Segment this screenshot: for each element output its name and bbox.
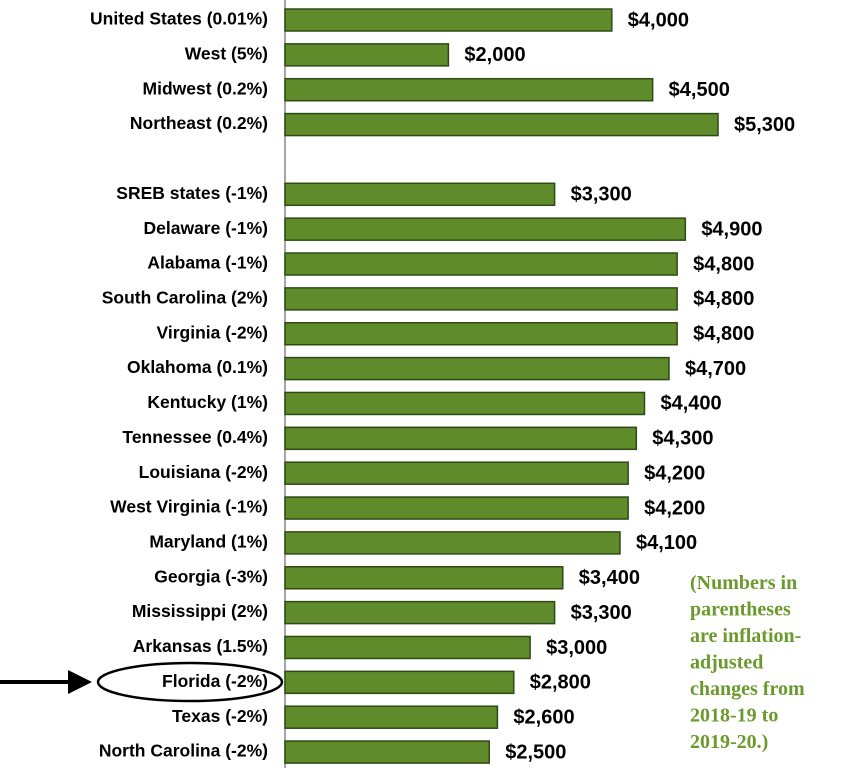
value-label: $4,300 [652,428,713,450]
category-label: Arkansas (1.5%) [133,636,268,656]
value-label: $4,800 [693,288,754,310]
value-label: $3,300 [571,184,632,206]
category-label: Florida (-2%) [162,671,268,691]
category-label: Kentucky (1%) [147,392,268,412]
category-label: West Virginia (-1%) [110,497,268,517]
category-label: South Carolina (2%) [102,288,268,308]
value-label: $4,800 [693,253,754,275]
bar [284,670,515,695]
category-label: Mississippi (2%) [132,601,268,621]
value-label: $4,000 [628,9,689,31]
annotation: 2019-20.) [690,731,768,753]
category-label: Delaware (-1%) [144,218,269,238]
value-label: $2,500 [505,741,566,763]
value-label: $4,200 [644,462,705,484]
category-label: Georgia (-3%) [154,566,268,586]
bar [284,321,678,346]
bar [284,531,621,555]
bar [284,496,629,520]
category-label: North Carolina (-2%) [99,741,268,761]
annotation: adjusted [690,652,763,674]
value-label: $3,300 [571,602,632,624]
value-label: $2,600 [513,706,574,728]
bar [284,252,678,276]
value-label: $5,300 [734,114,795,136]
category-label: Tennessee (0.4%) [122,427,268,447]
category-label: Alabama (-1%) [147,253,268,273]
category-label: Maryland (1%) [149,532,268,552]
value-label: $4,700 [685,358,746,380]
bar [284,600,556,625]
bar [284,356,670,381]
bar [284,426,638,451]
bar [284,8,613,32]
annotation: 2018-19 to [690,705,778,727]
value-label: $3,400 [579,567,640,589]
value-label: $2,000 [464,44,525,66]
bar [284,635,531,660]
value-label: $4,400 [660,393,721,415]
value-label: $4,100 [636,532,697,554]
bar [284,182,556,207]
bar [284,287,678,311]
annotation: are inflation- [690,625,801,647]
bar [284,391,646,416]
bar [284,217,687,241]
category-label: SREB states (-1%) [116,183,268,203]
bar [284,740,490,764]
value-label: $4,900 [701,218,762,240]
bar [284,705,499,729]
annotation: (Numbers in [690,572,797,594]
value-label: $4,800 [693,323,754,345]
annotation: parentheses [690,599,791,621]
value-label: $2,800 [530,672,591,694]
category-label: Northeast (0.2%) [130,113,268,133]
category-label: Midwest (0.2%) [143,78,268,98]
value-label: $3,000 [546,637,607,659]
category-label: Oklahoma (0.1%) [127,357,268,377]
bar [284,43,450,67]
bar [284,566,564,590]
category-label: Louisiana (-2%) [139,462,268,482]
bar [284,77,654,102]
annotation: changes from [690,678,805,700]
value-label: $4,200 [644,497,705,519]
highlight-circle [96,661,284,703]
category-label: United States (0.01%) [90,9,268,29]
arrow-head [68,670,92,694]
value-label: $4,500 [669,79,730,101]
bar [284,112,719,137]
category-label: Virginia (-2%) [156,322,268,342]
category-label: West (5%) [185,43,268,63]
category-label: Texas (-2%) [172,706,268,726]
bar [284,461,629,485]
